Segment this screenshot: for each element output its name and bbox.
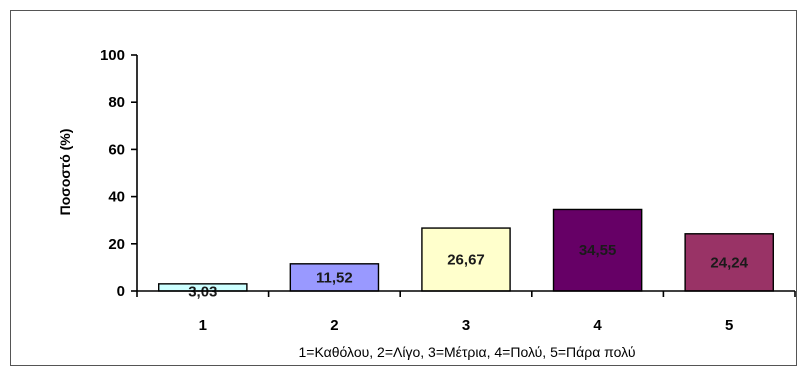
bar-series: 3,03 11,52 26,67 34,55 24,24 (158, 208, 774, 300)
data-label: 24,24 (710, 254, 748, 271)
data-label: 34,55 (579, 242, 617, 259)
x-tick-label: 5 (725, 317, 733, 334)
y-tick-label: 100 (100, 47, 125, 64)
x-axis: 1 2 3 4 5 (136, 290, 796, 334)
y-tick-label: 40 (108, 189, 125, 206)
data-label: 3,03 (188, 283, 217, 300)
x-tick-label: 1 (199, 317, 207, 334)
x-tick-label: 3 (462, 317, 470, 334)
y-tick-label: 60 (108, 141, 125, 158)
x-tick-label: 4 (593, 317, 602, 334)
y-axis-title: Ποσοστό (%) (57, 129, 73, 216)
bar-4 (552, 208, 643, 292)
x-axis-title: 1=Καθόλου, 2=Λίγο, 3=Μέτρια, 4=Πολύ, 5=Π… (299, 344, 636, 360)
chart-frame (10, 10, 797, 366)
y-tick-label: 20 (108, 236, 125, 253)
y-tick-label: 0 (117, 283, 125, 300)
y-tick-label: 80 (108, 94, 125, 111)
data-label: 26,67 (447, 252, 485, 269)
data-label: 11,52 (316, 269, 353, 286)
bar-3 (421, 227, 511, 292)
x-tick-label: 2 (330, 317, 338, 334)
y-axis: 0 20 40 60 80 100 (100, 47, 138, 300)
bar-5 (684, 233, 774, 292)
